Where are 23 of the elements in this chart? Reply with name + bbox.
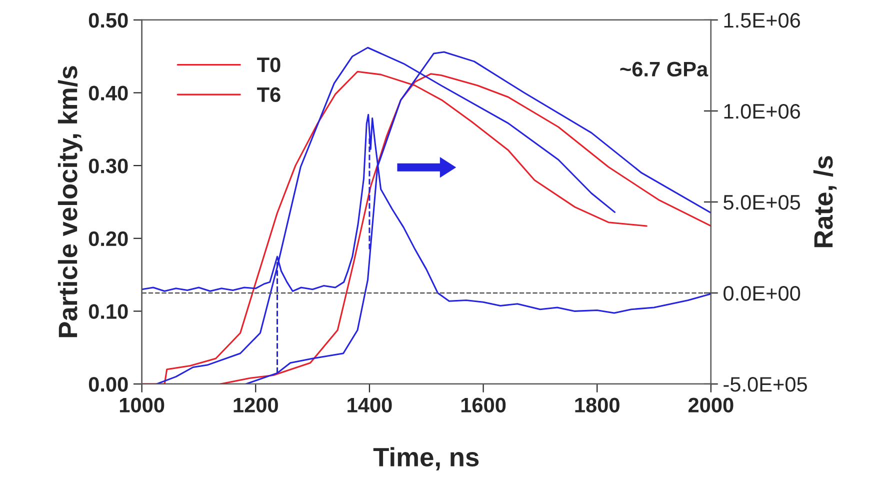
- y2-axis-title: Rate, /s: [813, 156, 837, 248]
- x-tick-label: 1200: [234, 398, 278, 412]
- y2-tick-label: -5.0E+05: [724, 376, 807, 392]
- y2-tick-label: 1.5E+06: [724, 12, 800, 28]
- y-tick-label: 0.30: [88, 158, 128, 174]
- y2-tick-label: 5.0E+05: [724, 194, 800, 210]
- y-tick-label: 0.40: [88, 86, 128, 101]
- y-tick-label: 0.10: [88, 304, 128, 319]
- legend-label: T6: [257, 87, 280, 102]
- y-tick-label: 0.20: [88, 231, 128, 246]
- x-tick-label: 1400: [348, 398, 392, 412]
- x-tick-label: 2000: [688, 398, 734, 412]
- x-axis-title: Time, ns: [373, 447, 479, 470]
- legend-label: T0: [257, 57, 280, 72]
- y2-tick-label: 1.0E+06: [724, 104, 800, 119]
- x-tick-label: 1000: [120, 398, 164, 412]
- x-tick-label: 1600: [461, 398, 506, 412]
- y-tick-label: 0.50: [88, 12, 128, 28]
- y-axis-title: Particle velocity, km/s: [58, 66, 83, 338]
- y2-tick-label: 0.0E+00: [724, 286, 800, 301]
- annotation: ~6.7 GPa: [620, 62, 708, 77]
- y-tick-label: 0.00: [88, 376, 128, 392]
- x-tick-label: 1800: [575, 398, 620, 412]
